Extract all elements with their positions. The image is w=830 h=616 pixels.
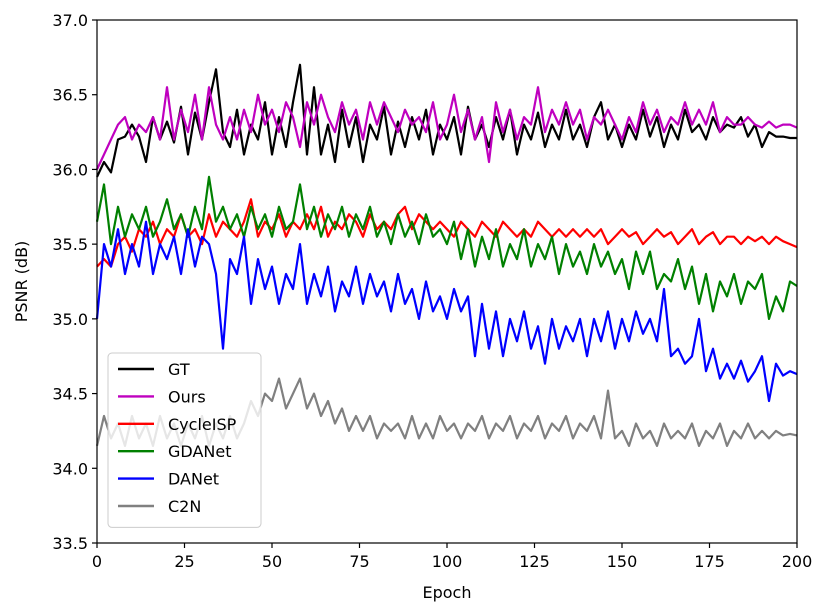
y-tick-label: 34.0 — [52, 459, 88, 478]
legend-label: DANet — [168, 470, 219, 489]
x-tick-label: 125 — [519, 552, 550, 571]
x-axis-label: Epoch — [423, 583, 472, 602]
y-tick-label: 36.5 — [52, 86, 88, 105]
series-line-4 — [95, 220, 798, 403]
x-tick-label: 75 — [349, 552, 369, 571]
x-tick-label: 100 — [432, 552, 463, 571]
legend-label: Ours — [168, 387, 206, 406]
x-tick-label: 175 — [694, 552, 725, 571]
series-line-1 — [96, 86, 798, 170]
axes-layer: 0 25 50 75 100 125 150 175 200 33.5 34.0 34.5 35.0 35… — [52, 11, 812, 571]
y-axis-label: PSNR (dB) — [12, 241, 31, 323]
y-tick-label: 35.5 — [52, 235, 88, 254]
x-tick-label: 0 — [92, 552, 102, 571]
x-tick-label: 50 — [262, 552, 282, 571]
y-tick-label: 34.5 — [52, 385, 88, 404]
x-tick-label: 150 — [607, 552, 638, 571]
legend-label: C2N — [168, 497, 201, 516]
x-tick-label: 200 — [782, 552, 813, 571]
series-line-3 — [95, 175, 798, 320]
y-tick-label: 33.5 — [52, 534, 88, 553]
series-line-2 — [96, 198, 798, 268]
y-tick-label: 37.0 — [52, 11, 88, 30]
series-layer — [95, 63, 798, 447]
legend: GT Ours CycleISP GDANet DANet C2N — [107, 352, 262, 528]
legend-label: GDANet — [168, 442, 231, 461]
x-tick-label: 25 — [174, 552, 194, 571]
series-line-0 — [96, 63, 797, 178]
y-tick-label: 35.0 — [52, 310, 88, 329]
y-tick-label: 36.0 — [52, 160, 88, 179]
legend-label: GT — [168, 360, 190, 379]
legend-label: CycleISP — [168, 415, 237, 434]
